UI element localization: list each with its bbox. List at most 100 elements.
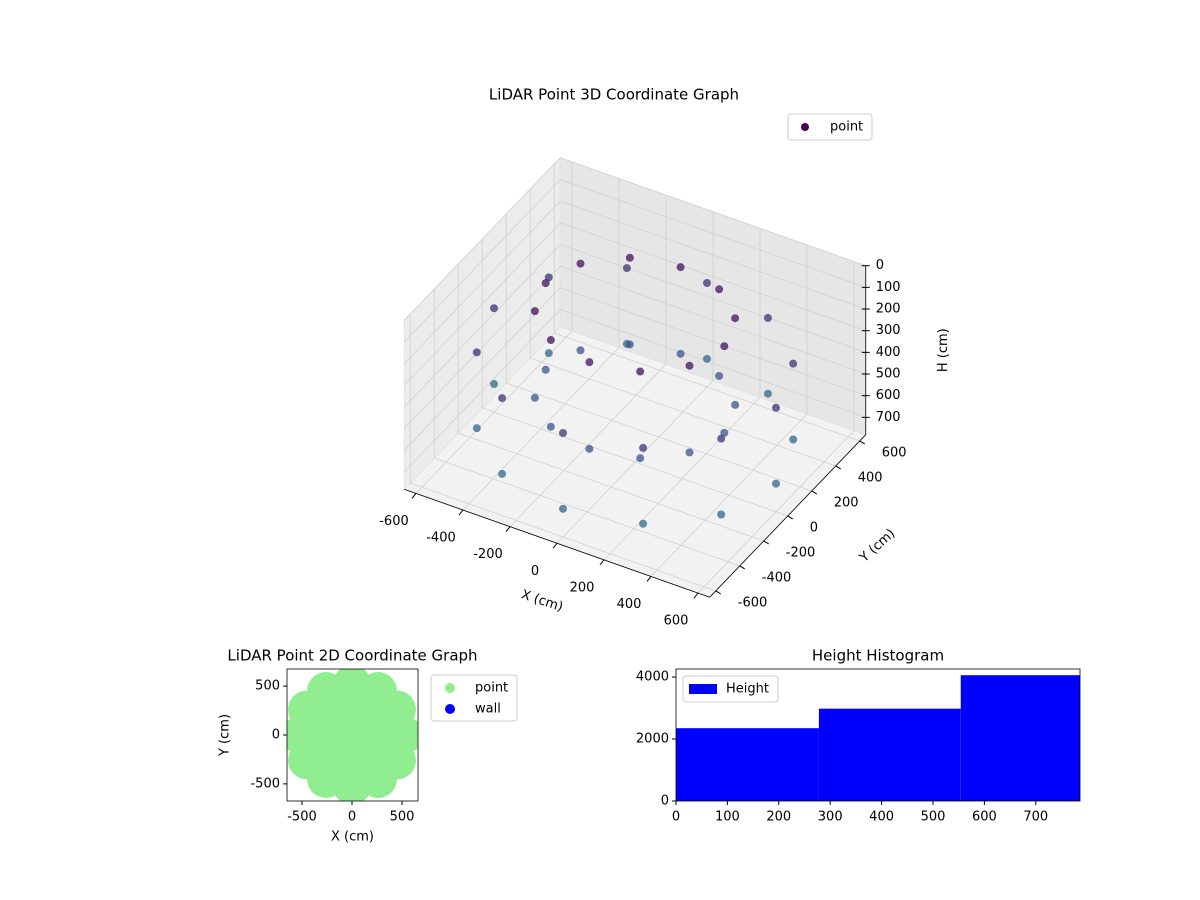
z-axis-label: H (cm) [936, 328, 951, 372]
y-tick [787, 515, 794, 520]
grid-line [403, 222, 561, 386]
point [715, 285, 724, 294]
y-tick-label: 0 [810, 520, 818, 535]
grid-line [560, 309, 866, 418]
y-tick [811, 490, 818, 495]
point [585, 358, 594, 367]
z-tick-label: 400 [876, 345, 901, 360]
x-tick-label: 0 [672, 810, 680, 825]
chart-title: LiDAR Point 2D Coordinate Graph [227, 647, 477, 665]
x-tick-label: 400 [617, 597, 642, 612]
x-tick-label: 600 [972, 810, 997, 825]
point [490, 380, 498, 389]
bar [676, 728, 819, 801]
x-tick-label: 500 [390, 810, 415, 825]
x-tick [552, 542, 558, 549]
chart-hist: 0 100 200 300 400 500 600 700 0 2000 4000 Height Hi… [636, 647, 1081, 825]
point [530, 307, 539, 316]
point [789, 359, 798, 368]
point [498, 469, 507, 478]
x-tick-label: 600 [664, 614, 689, 629]
x-tick-label: 300 [818, 810, 843, 825]
point [622, 264, 631, 273]
x-tick-label: 400 [869, 810, 894, 825]
x-tick-label: 100 [715, 810, 740, 825]
points [287, 669, 418, 801]
y-tick [715, 590, 722, 595]
z-tick-label: 200 [876, 302, 901, 317]
point [717, 510, 726, 519]
x-tick [505, 526, 511, 532]
y-axis-label: Y (cm) [856, 526, 898, 566]
y-tick-label: -400 [762, 570, 792, 585]
y-tick-label: 2000 [636, 732, 669, 747]
x-tick-label: -600 [379, 514, 409, 529]
x-tick-label: 0 [531, 564, 539, 579]
legend-marker [801, 123, 809, 131]
chart-3d: -600 -400 -200 0 200 400 600 -600 -400 -200 0 200 40… [379, 86, 951, 629]
chart-title: LiDAR Point 3D Coordinate Graph [489, 86, 739, 104]
y-tick-label: -600 [738, 595, 768, 610]
x-tick-label: -500 [287, 810, 317, 825]
legend-marker [445, 683, 455, 693]
z-tick-label: 500 [876, 367, 901, 382]
x-tick-label: 0 [348, 810, 356, 825]
point [333, 716, 371, 754]
x-axis-label: X (cm) [519, 587, 565, 615]
grid-line [560, 222, 866, 332]
x-axis-label: X (cm) [331, 830, 374, 845]
y-tick [859, 440, 866, 445]
grid-line [403, 157, 561, 321]
point [685, 361, 694, 370]
point [625, 340, 634, 349]
grid-line [410, 482, 716, 592]
point [715, 371, 724, 380]
point [772, 403, 780, 412]
grid-line [458, 432, 764, 542]
y-tick-label: -200 [786, 545, 816, 560]
grid-line [530, 357, 836, 467]
bar [818, 708, 961, 801]
point [676, 263, 685, 272]
point [763, 389, 772, 398]
grid-line [506, 382, 812, 492]
y-tick-label: 0 [661, 794, 669, 809]
y-tick [763, 540, 770, 545]
y-tick-label: 0 [272, 728, 280, 743]
x-tick-label: -200 [473, 547, 503, 562]
axes-frame [675, 668, 1081, 802]
point [636, 454, 645, 463]
point [541, 279, 550, 288]
point [676, 349, 685, 358]
y-tick [835, 465, 842, 470]
grid-line [434, 457, 740, 567]
point [530, 393, 539, 402]
legend-marker [445, 704, 455, 714]
y-tick-label: 400 [858, 470, 883, 485]
grid-line [403, 265, 561, 429]
y-tick [739, 565, 746, 570]
x-tick-label: 700 [1023, 810, 1048, 825]
z-tick-label: 0 [876, 258, 884, 273]
x-tick-label: 200 [766, 810, 791, 825]
point [720, 428, 729, 437]
point [703, 279, 711, 287]
z-tick-label: 600 [876, 388, 901, 403]
legend-box [787, 113, 873, 141]
chart-title: Height Histogram [812, 647, 944, 665]
grid-line [560, 265, 866, 375]
grid-line [560, 287, 866, 397]
z-tick-label: 700 [876, 410, 901, 425]
y-tick-label: 200 [834, 495, 859, 510]
x-tick [693, 592, 699, 599]
point [625, 253, 634, 262]
grid-line [482, 407, 788, 517]
x-tick-label: -400 [426, 531, 456, 546]
x-tick [411, 493, 417, 499]
point [636, 367, 645, 376]
grid-line [403, 244, 561, 408]
y-tick-label: 500 [255, 679, 280, 694]
legend-label: Height [726, 682, 769, 697]
grid-line [403, 309, 561, 473]
grid-line [554, 332, 860, 442]
